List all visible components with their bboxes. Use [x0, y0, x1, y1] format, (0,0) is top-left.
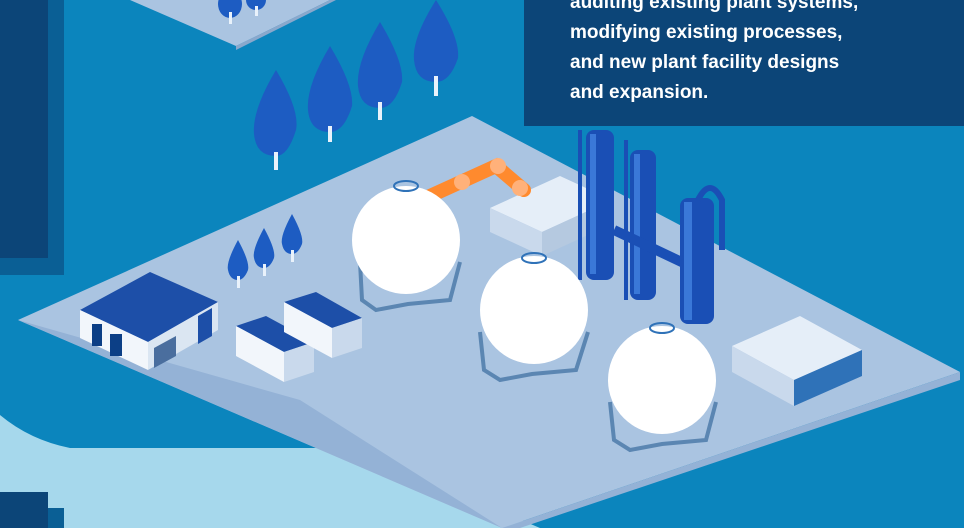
pipe-flange-2 [490, 158, 506, 174]
info-text: auditing existing plant systems, modifyi… [570, 0, 960, 108]
shed-1 [236, 316, 314, 382]
upper-trees [218, 0, 459, 170]
spherical-tank-1 [352, 180, 462, 313]
spherical-tank-3 [608, 322, 718, 453]
bottom-left-dark-block [0, 492, 48, 528]
storage-box-right [732, 316, 862, 406]
shed-2 [284, 292, 362, 358]
warehouse-building [80, 272, 218, 370]
upper-platform-edge [236, 0, 336, 50]
left-dark-panel [0, 0, 48, 258]
bottom-left-dark-block-shadow [48, 508, 64, 528]
info-text-panel: auditing existing plant systems, modifyi… [524, 0, 964, 126]
info-line-4: and expansion. [570, 82, 709, 103]
light-blue-land [0, 415, 540, 528]
info-line-3: and new plant facility designs [570, 52, 840, 73]
spherical-tank-2 [478, 252, 590, 383]
pipe-flange-1 [454, 174, 470, 190]
info-line-2: modifying existing processes, [570, 22, 843, 43]
pipe-flange-3 [512, 180, 528, 196]
distillation-columns [578, 130, 725, 324]
small-trees [227, 214, 303, 288]
info-line-1: auditing existing plant systems, [570, 0, 859, 13]
